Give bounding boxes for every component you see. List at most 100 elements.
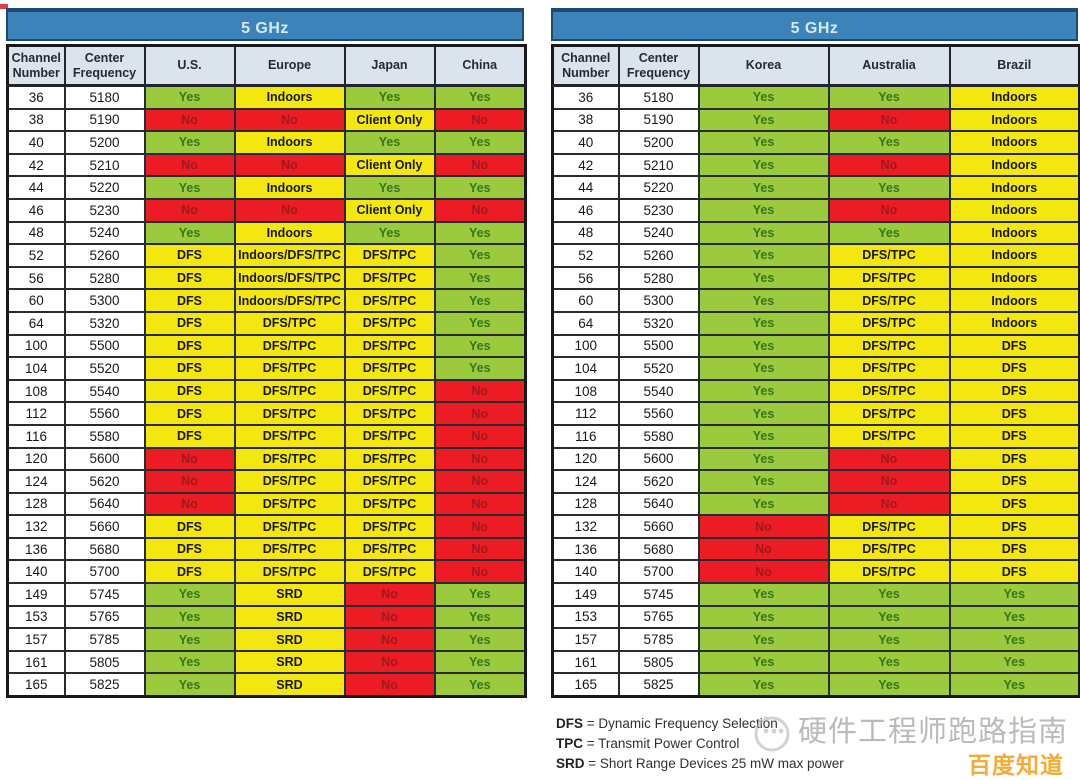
channel-number-cell: 56 — [551, 265, 620, 291]
status-cell: No — [343, 627, 436, 652]
status-cell: Indoors — [948, 220, 1080, 246]
channel-number-cell: 161 — [551, 649, 620, 675]
status-cell: Yes — [697, 84, 830, 110]
status-cell: DFS/TPC — [233, 469, 346, 494]
table-row: 108 5540 DFS DFS/TPC DFS/TPC No — [6, 378, 527, 404]
status-cell: DFS/TPC — [343, 401, 436, 426]
channel-number-cell: 44 — [551, 175, 620, 200]
table-row: 161 5805 Yes Yes Yes — [551, 649, 1080, 675]
status-cell: Yes — [143, 627, 236, 652]
status-cell: DFS/TPC — [233, 514, 346, 539]
center-frequency-cell: 5560 — [617, 401, 700, 426]
status-cell: DFS/TPC — [827, 423, 951, 449]
status-cell: Indoors — [948, 197, 1080, 223]
status-cell: Yes — [433, 310, 527, 336]
center-frequency-cell: 5240 — [617, 220, 700, 246]
status-cell: DFS/TPC — [343, 333, 436, 359]
status-cell: No — [433, 491, 527, 517]
status-cell: No — [433, 559, 527, 585]
center-frequency-cell: 5825 — [63, 672, 146, 698]
status-cell: Yes — [697, 401, 830, 426]
status-cell: Indoors — [233, 220, 346, 246]
table-row: 136 5680 No DFS/TPC DFS — [551, 536, 1080, 562]
status-cell: No — [233, 197, 346, 223]
status-cell: DFS/TPC — [343, 288, 436, 313]
status-cell: DFS/TPC — [233, 356, 346, 381]
channel-number-cell: 38 — [6, 107, 66, 133]
status-cell: No — [827, 152, 951, 178]
status-cell: DFS/TPC — [343, 356, 436, 381]
status-cell: Yes — [433, 84, 527, 110]
status-cell: Yes — [343, 84, 436, 110]
status-cell: Yes — [433, 582, 527, 607]
channel-number-cell: 48 — [6, 220, 66, 246]
center-frequency-cell: 5700 — [63, 559, 146, 585]
status-cell: Yes — [827, 649, 951, 675]
center-frequency-cell: 5500 — [63, 333, 146, 359]
status-cell: DFS — [948, 469, 1080, 494]
status-cell: No — [433, 536, 527, 562]
status-cell: No — [343, 582, 436, 607]
center-frequency-cell: 5180 — [617, 84, 700, 110]
channel-number-cell: 112 — [551, 401, 620, 426]
center-frequency-cell: 5260 — [63, 243, 146, 268]
channel-number-cell: 42 — [6, 152, 66, 178]
center-frequency-cell: 5220 — [63, 175, 146, 200]
status-cell: DFS — [948, 491, 1080, 517]
status-cell: Yes — [697, 310, 830, 336]
center-frequency-cell: 5785 — [617, 627, 700, 652]
center-frequency-cell: 5680 — [63, 536, 146, 562]
channel-number-cell: 60 — [551, 288, 620, 313]
channel-number-cell: 120 — [6, 446, 66, 472]
status-cell: Yes — [433, 175, 527, 200]
status-cell: DFS/TPC — [343, 310, 436, 336]
status-cell: No — [827, 491, 951, 517]
channel-number-cell: 40 — [6, 130, 66, 155]
status-cell: SRD — [233, 649, 346, 675]
center-frequency-cell: 5580 — [617, 423, 700, 449]
center-frequency-cell: 5640 — [617, 491, 700, 517]
status-cell: No — [233, 152, 346, 178]
center-frequency-cell: 5580 — [63, 423, 146, 449]
column-header: Channel Number — [6, 44, 66, 87]
status-cell: Yes — [697, 378, 830, 404]
status-cell: DFS/TPC — [343, 423, 436, 449]
column-header: Channel Number — [551, 44, 620, 87]
status-cell: DFS — [143, 559, 236, 585]
status-cell: Yes — [948, 604, 1080, 630]
status-cell: DFS/TPC — [343, 491, 436, 517]
center-frequency-cell: 5300 — [63, 288, 146, 313]
table-row: 116 5580 Yes DFS/TPC DFS — [551, 423, 1080, 449]
status-cell: Yes — [697, 604, 830, 630]
status-cell: SRD — [233, 672, 346, 698]
channel-number-cell: 132 — [6, 514, 66, 539]
channel-number-cell: 120 — [551, 446, 620, 472]
status-cell: DFS/TPC — [827, 333, 951, 359]
channel-number-cell: 157 — [6, 627, 66, 652]
status-cell: Yes — [697, 197, 830, 223]
center-frequency-cell: 5230 — [617, 197, 700, 223]
table-row: 153 5765 Yes Yes Yes — [551, 604, 1080, 630]
status-cell: Indoors — [948, 84, 1080, 110]
watermark-brand: 百度知道 — [968, 752, 1064, 778]
status-cell: Yes — [697, 152, 830, 178]
status-cell: No — [433, 197, 527, 223]
center-frequency-cell: 5700 — [617, 559, 700, 585]
status-cell: No — [697, 536, 830, 562]
status-cell: Yes — [827, 627, 951, 652]
status-cell: DFS — [143, 265, 236, 291]
table-row: 149 5745 Yes Yes Yes — [551, 582, 1080, 607]
center-frequency-cell: 5190 — [63, 107, 146, 133]
status-cell: DFS/TPC — [827, 514, 951, 539]
status-cell: DFS/TPC — [233, 310, 346, 336]
status-cell: Yes — [697, 672, 830, 698]
center-frequency-cell: 5745 — [63, 582, 146, 607]
channel-number-cell: 128 — [551, 491, 620, 517]
status-cell: DFS — [143, 356, 236, 381]
column-header: Brazil — [948, 44, 1080, 87]
status-cell: Yes — [143, 649, 236, 675]
status-cell: DFS — [143, 378, 236, 404]
status-cell: Indoors — [948, 310, 1080, 336]
column-header: U.S. — [143, 44, 236, 87]
status-cell: DFS — [948, 446, 1080, 472]
